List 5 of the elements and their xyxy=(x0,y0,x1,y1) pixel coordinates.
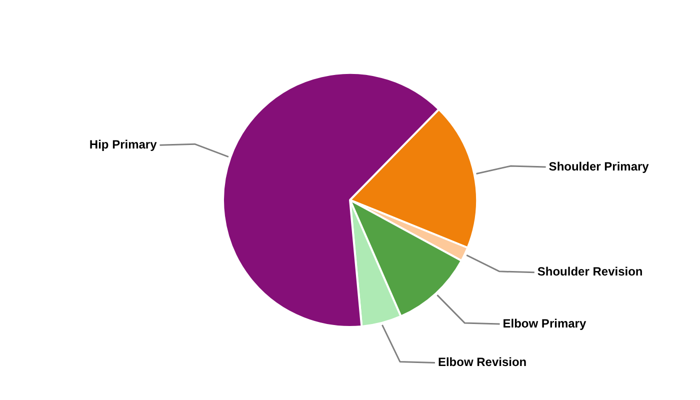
slice-label: Shoulder Primary xyxy=(548,159,650,174)
slice-label: Shoulder Revision xyxy=(537,264,643,279)
slice-label: Elbow Primary xyxy=(502,316,586,330)
slice-label: Hip Primary xyxy=(89,137,158,152)
slice-label: Elbow Revision xyxy=(438,355,527,370)
